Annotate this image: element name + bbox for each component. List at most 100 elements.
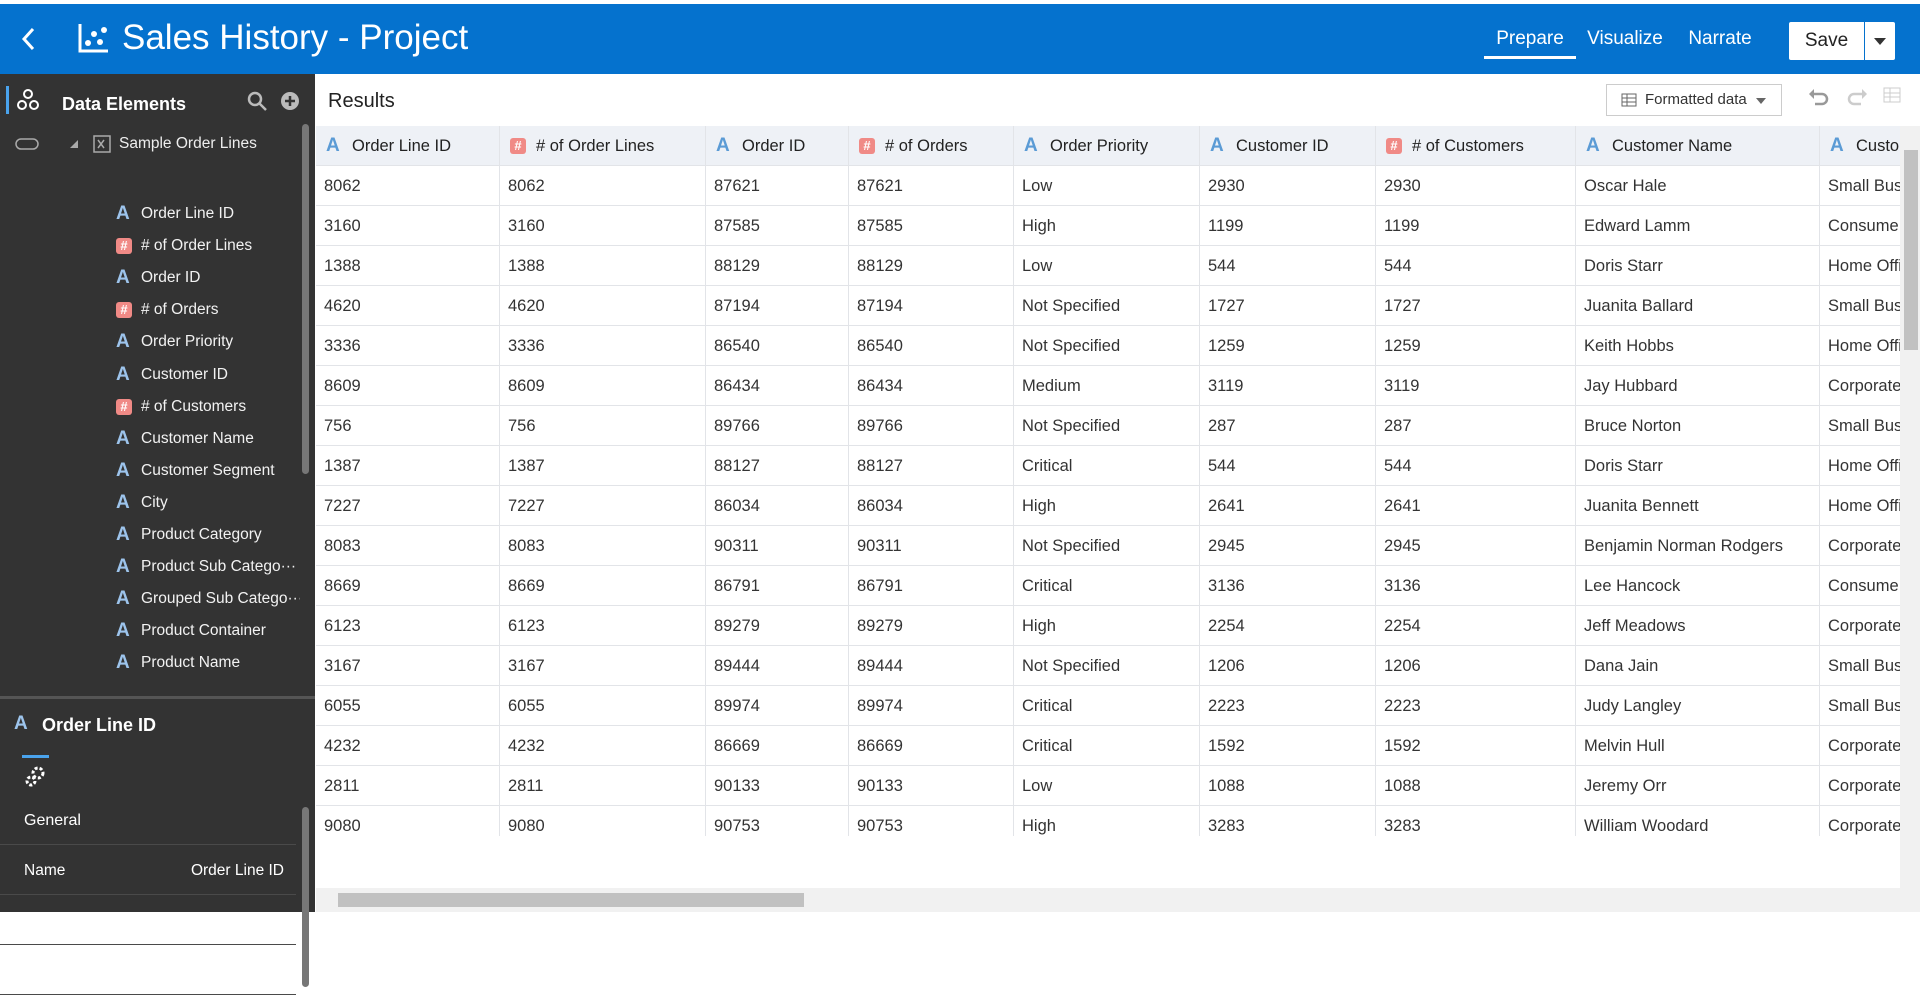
attribute-icon: A [116, 363, 130, 385]
measure-icon: # [859, 138, 875, 154]
table-cell: Not Specified [1014, 326, 1200, 366]
table-cell: 2945 [1200, 526, 1376, 566]
attribute-icon: A [116, 267, 130, 289]
table-cell: 89279 [706, 606, 849, 646]
element-item[interactable]: # # of Customers [0, 391, 300, 423]
table-cell: 1387 [316, 446, 500, 486]
tab[interactable]: Prepare [1496, 28, 1564, 49]
table-cell: Small Bus [1820, 406, 1900, 446]
view-dropdown[interactable]: Formatted data [1606, 84, 1782, 116]
table-cell: High [1014, 806, 1200, 836]
element-item[interactable]: A Product Name [0, 647, 300, 679]
element-label: Customer ID [141, 365, 228, 383]
table-cell: 86434 [849, 366, 1014, 406]
table-cell: Juanita Bennett [1576, 486, 1820, 526]
table-cell: 86540 [849, 326, 1014, 366]
table-cell: 1388 [316, 246, 500, 286]
element-item[interactable]: A Order Priority [0, 326, 300, 358]
attribute-icon: A [716, 135, 730, 156]
element-item[interactable]: A Order Line ID [0, 198, 300, 230]
table-cell: Keith Hobbs [1576, 326, 1820, 366]
table-cell: Jeremy Orr [1576, 766, 1820, 806]
save-menu[interactable] [1865, 22, 1895, 60]
column-header[interactable]: A Customer Name [1576, 126, 1820, 166]
attribute-icon: A [116, 427, 130, 449]
column-header[interactable]: # # of Customers [1376, 126, 1576, 166]
element-item[interactable]: # # of Order Lines [0, 230, 300, 262]
element-item[interactable]: A Customer Name [0, 423, 300, 455]
table-cell: Not Specified [1014, 406, 1200, 446]
table-cell: Corporate [1820, 766, 1900, 806]
source-row[interactable]: Sample Order Lines [0, 128, 300, 160]
table-cell: 544 [1376, 446, 1576, 486]
column-header[interactable]: A Order ID [706, 126, 849, 166]
vertical-scrollbar[interactable] [1900, 126, 1920, 888]
attribute-icon: A [116, 620, 130, 642]
table-cell: 87621 [849, 166, 1014, 206]
tab-indicator [22, 755, 49, 758]
save-button[interactable]: Save [1789, 22, 1864, 60]
header: Sales History - Project Prepare Visualiz… [0, 0, 1920, 74]
table-cell: Jay Hubbard [1576, 366, 1820, 406]
table-cell: 89974 [849, 686, 1014, 726]
element-item[interactable]: A Product Sub Catego··· [0, 551, 300, 583]
data-icon[interactable] [16, 88, 40, 112]
table-cell: 86791 [706, 566, 849, 606]
scrollbar[interactable] [302, 124, 309, 474]
add-button[interactable] [280, 91, 300, 111]
table-cell: 86434 [706, 366, 849, 406]
table-cell: 287 [1200, 406, 1376, 446]
element-item[interactable]: A Product Category [0, 519, 300, 551]
element-item[interactable]: A Customer ID [0, 359, 300, 391]
horizontal-scrollbar[interactable] [316, 888, 1920, 912]
settings-tab[interactable] [24, 765, 46, 787]
file-icon [93, 135, 111, 153]
scrollbar[interactable] [302, 807, 309, 987]
scroll-thumb[interactable] [338, 893, 804, 907]
column-label: # of Order Lines [536, 137, 655, 155]
table-cell: Corporate [1820, 366, 1900, 406]
column-header[interactable]: A Customer ID [1200, 126, 1376, 166]
column-header[interactable]: # # of Orders [849, 126, 1014, 166]
column-header[interactable]: A Order Priority [1014, 126, 1200, 166]
table-cell: 544 [1200, 246, 1376, 286]
tab[interactable]: Visualize [1587, 28, 1663, 49]
expand-icon[interactable] [68, 138, 80, 150]
table-cell: 86791 [849, 566, 1014, 606]
table-options[interactable] [1882, 86, 1906, 108]
element-item[interactable]: # # of Orders [0, 294, 300, 326]
table-cell: 3119 [1200, 366, 1376, 406]
column-header[interactable]: # # of Order Lines [500, 126, 706, 166]
element-label: Customer Name [141, 429, 254, 447]
section-header[interactable]: General [0, 797, 296, 845]
redo-button[interactable] [1846, 86, 1870, 108]
undo-button[interactable] [1806, 86, 1830, 108]
element-label: City [141, 493, 168, 511]
table-cell: Low [1014, 166, 1200, 206]
table-cell: Juanita Ballard [1576, 286, 1820, 326]
element-item[interactable]: A City [0, 487, 300, 519]
element-item[interactable]: A Grouped Sub Catego··· [0, 583, 300, 615]
element-item[interactable]: A Product Container [0, 615, 300, 647]
element-item[interactable]: A Order ID [0, 262, 300, 294]
table-cell: 1259 [1200, 326, 1376, 366]
back-button[interactable] [18, 24, 40, 54]
property-name: Data Type [24, 962, 95, 979]
element-label: Product Sub Catego··· [141, 558, 297, 576]
table-cell: 8609 [316, 366, 500, 406]
table-cell: 3283 [1200, 806, 1376, 836]
table-cell: 2641 [1376, 486, 1576, 526]
table-cell: 89766 [706, 406, 849, 446]
scroll-thumb[interactable] [1904, 150, 1918, 350]
table-cell: 8083 [500, 526, 706, 566]
search-button[interactable] [246, 90, 268, 112]
table-cell: Critical [1014, 446, 1200, 486]
column-header[interactable]: A Order Line ID [316, 126, 500, 166]
table-cell: 86034 [706, 486, 849, 526]
element-item[interactable]: A Customer Segment [0, 455, 300, 487]
property-row: Data Type Text [0, 945, 296, 995]
tab[interactable]: Narrate [1688, 28, 1752, 49]
table-cell: High [1014, 606, 1200, 646]
table-cell: Not Specified [1014, 646, 1200, 686]
column-header[interactable]: A Custo [1820, 126, 1900, 166]
